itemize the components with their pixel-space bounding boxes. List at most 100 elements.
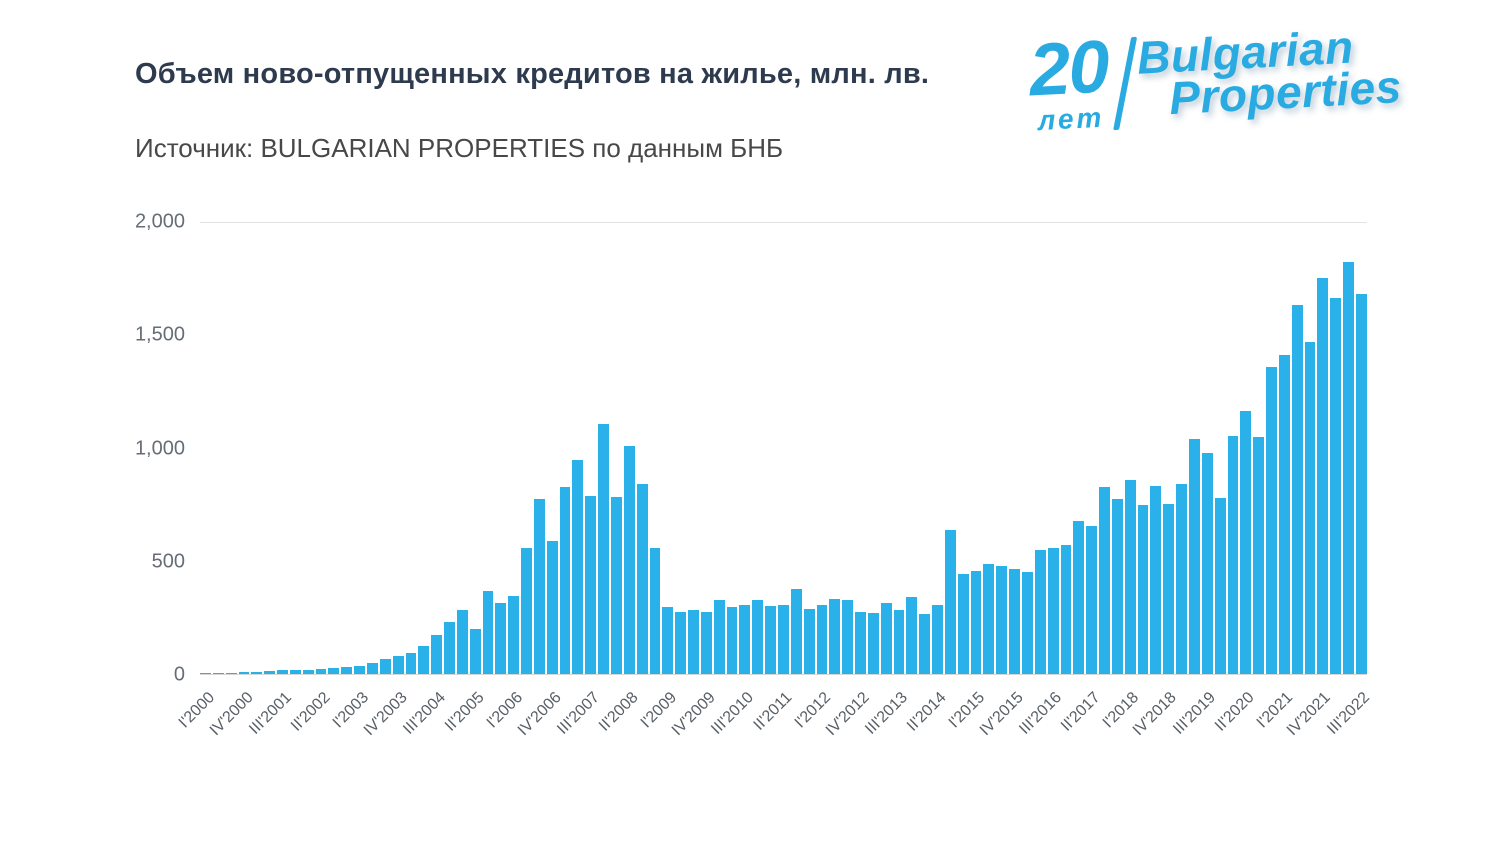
logo-brand-block: Bulgarian Properties (1136, 21, 1403, 125)
logo-let-text: лет (1037, 101, 1106, 136)
bar (829, 599, 841, 675)
logo-divider-bar (1113, 36, 1138, 131)
bar (636, 483, 648, 675)
bar (1266, 366, 1277, 675)
bar (957, 574, 969, 675)
bar (572, 459, 584, 675)
bar (1240, 411, 1252, 675)
bar (1291, 304, 1303, 675)
bar (1124, 480, 1136, 675)
x-tick-label: III'2007 (554, 689, 604, 738)
bar (739, 604, 751, 675)
bar (932, 604, 943, 675)
bar (1188, 439, 1200, 675)
bar (392, 655, 404, 675)
bar (598, 423, 609, 675)
bar (533, 499, 545, 675)
bar (880, 602, 892, 675)
x-tick-label: III'2001 (246, 689, 296, 738)
x-axis-baseline (200, 674, 1367, 675)
bar (623, 446, 635, 675)
bar (688, 610, 699, 675)
bar (431, 635, 443, 675)
bar (1330, 297, 1342, 675)
bar (803, 609, 815, 675)
bar (1355, 294, 1367, 675)
x-tick-label: II'2020 (1211, 689, 1258, 735)
x-tick-label: II'2002 (288, 689, 334, 735)
bar (418, 645, 430, 675)
bar (366, 662, 378, 675)
bar (238, 672, 250, 675)
bar (700, 611, 712, 675)
bar (816, 604, 828, 675)
bar (662, 607, 674, 675)
bar (585, 496, 597, 675)
bar (508, 595, 520, 675)
bar (1214, 498, 1226, 675)
bar (713, 600, 725, 675)
x-tick-label: II'2017 (1057, 689, 1104, 735)
bar (1111, 499, 1123, 675)
x-tick-label: II'2011 (750, 689, 796, 734)
bar (1022, 571, 1033, 675)
bar (482, 591, 494, 675)
bar (289, 670, 301, 675)
bar (790, 588, 802, 675)
bar (1034, 550, 1046, 675)
bar (1047, 548, 1059, 675)
bar (1086, 525, 1098, 675)
bar (777, 604, 789, 675)
bar (752, 600, 764, 675)
bar (919, 613, 931, 675)
x-tick-label: II'2008 (596, 689, 642, 735)
plot-area: 0 500 1,000 1,500 2,000 I'2000 IV'2000 III'200… (135, 211, 1373, 740)
bar (893, 610, 905, 675)
x-tick-label: II'2005 (442, 689, 488, 735)
bar (495, 602, 507, 675)
bar (1201, 453, 1213, 675)
bar (521, 548, 532, 675)
logo-brand-line2: Properties (1167, 60, 1403, 125)
bar (212, 672, 224, 675)
bar (456, 610, 468, 675)
bar (1317, 277, 1329, 675)
bar (559, 487, 571, 675)
logo-20-text: 20 (1027, 24, 1110, 112)
bulgarian-properties-logo: 20 лет Bulgarian Properties (1027, 20, 1433, 137)
page-title: Объем ново-отпущенных кредитов на жилье,… (135, 58, 930, 90)
bar (444, 621, 455, 675)
bar (1137, 505, 1149, 675)
bar (264, 670, 276, 675)
bar (611, 497, 622, 675)
bar (251, 671, 263, 675)
x-tick-label: III'2010 (708, 689, 758, 738)
x-tick-label: III'2013 (862, 689, 911, 738)
bar (1343, 261, 1354, 675)
bar (225, 672, 237, 675)
bar (1060, 544, 1072, 675)
chart-source: Источник: BULGARIAN PROPERTIES по данным… (135, 133, 784, 163)
bar (726, 607, 738, 675)
y-tick-label: 0 (173, 663, 185, 686)
bar (1163, 504, 1175, 675)
bar (379, 659, 391, 675)
x-tick-label: III'2022 (1323, 689, 1373, 738)
x-tick-label: II'2014 (903, 689, 950, 735)
bar (1278, 354, 1290, 675)
y-tick-label: 1,000 (134, 437, 185, 459)
y-tick-label: 2,000 (134, 210, 185, 233)
bar (1150, 485, 1162, 675)
bar (405, 653, 417, 675)
bar (1176, 483, 1187, 675)
bar (649, 548, 661, 675)
y-tick-label: 500 (151, 550, 185, 573)
bar (354, 665, 365, 675)
bar (867, 612, 879, 675)
bar (328, 668, 340, 675)
bar (1304, 342, 1316, 675)
y-axis: 0 500 1,000 1,500 2,000 (30, 211, 185, 686)
bar (983, 564, 995, 675)
bar (1009, 568, 1020, 675)
